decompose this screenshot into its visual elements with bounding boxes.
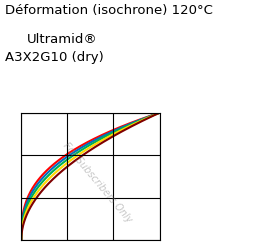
Text: Déformation (isochrone) 120°C: Déformation (isochrone) 120°C [5, 4, 213, 17]
Text: A3X2G10 (dry): A3X2G10 (dry) [5, 51, 104, 64]
Text: Ultramid®: Ultramid® [27, 33, 97, 46]
Text: For Subscribers Only: For Subscribers Only [61, 141, 134, 225]
